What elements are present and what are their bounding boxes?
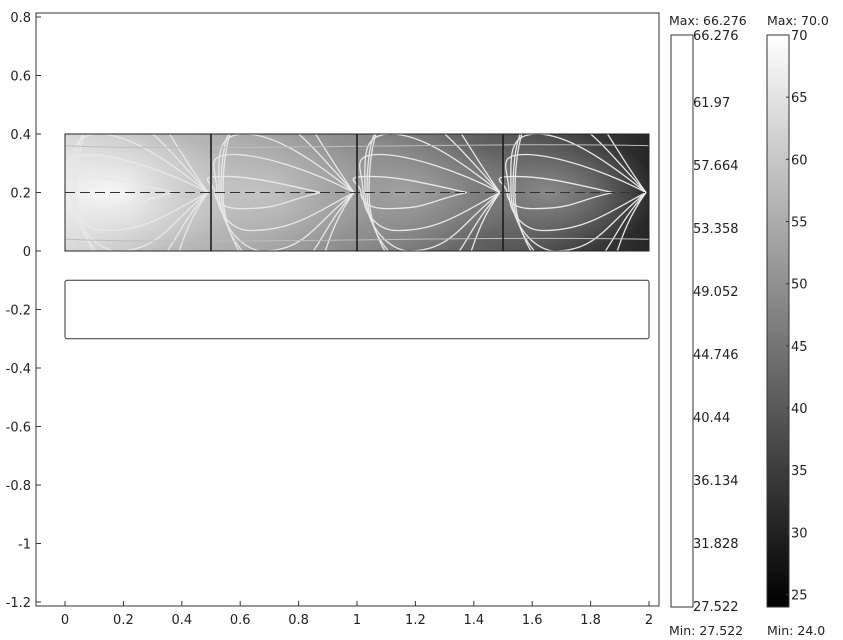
surface-colorbar: Max: 66.276 66.276 61.97 57.664 53.358 49.05…	[669, 13, 747, 638]
contour-line	[76, 134, 209, 251]
surface-colorbar-tick-label: 53.358	[693, 222, 739, 237]
x-tick-label: 1.4	[463, 613, 484, 628]
x-tick-label: 1	[353, 613, 361, 628]
y-tick-label: -1.2	[6, 596, 31, 611]
x-tick-label: 1.2	[405, 613, 426, 628]
surface-hot-spot	[437, 134, 649, 251]
contour-colorbar-tick-label: 35	[791, 464, 808, 479]
y-tick-label: 0	[23, 245, 31, 260]
contour-colorbar-tick-label: 25	[791, 589, 808, 604]
contour-colorbar-tick-label: 55	[791, 216, 808, 231]
contour-colorbar-max-label: Max: 70.0	[767, 13, 829, 28]
surface-colorbar-tick-label: 36.134	[693, 474, 739, 489]
contour-line	[65, 237, 649, 242]
x-tick-label: 0.2	[113, 613, 134, 628]
x-axis: 0 0.2 0.4 0.6 0.8 1 1.2 1.4 1.6 1.8 2	[61, 601, 653, 628]
y-tick-label: 0.8	[10, 11, 31, 26]
surface-colorbar-bar	[670, 34, 694, 608]
contour-colorbar-tick-label: 65	[791, 91, 808, 106]
contour-line	[512, 134, 647, 251]
domain-boundaries	[64, 133, 650, 340]
contour-line	[352, 175, 467, 210]
x-tick-label: 0.4	[171, 613, 192, 628]
surface-colorbar-tick-label: 57.664	[693, 159, 739, 174]
y-tick-label: -0.8	[6, 479, 31, 494]
contour-colorbar-tick-label: 45	[791, 340, 808, 355]
contour-colorbar-tick-label: 70	[791, 29, 808, 44]
contour-colorbar-tick-label: 50	[791, 278, 808, 293]
y-tick-label: -0.6	[6, 421, 31, 436]
contour-line	[65, 144, 649, 149]
surface-colorbar-max-label: Max: 66.276	[669, 13, 747, 28]
contour-colorbar-min-label: Min: 24.0	[767, 623, 825, 638]
surface-colorbar-tick-label: 44.746	[693, 348, 739, 363]
contour-colorbar-tick-label: 30	[791, 526, 808, 541]
surface-colorbar-tick-label: 66.276	[693, 29, 739, 44]
x-tick-label: 0.6	[230, 613, 251, 628]
x-tick-label: 0	[61, 613, 69, 628]
surface-colorbar-tick-label: 31.828	[693, 537, 739, 552]
contour-line	[510, 134, 647, 251]
surface-colorbar-tick-label: 49.052	[693, 285, 739, 300]
y-axis: 0.8 0.6 0.4 0.2 0 -0.2 -0.4 -0.6 -0.8 -1 -1.2	[6, 11, 41, 611]
surface-colorbar-tick-label: 61.97	[693, 96, 730, 111]
contour-colorbar-tick-label: 60	[791, 153, 808, 168]
surface-colorbar-tick-label: 27.522	[693, 600, 739, 615]
contour-colorbar: Max: 70.0 70 65 60 55 50 45 40 35 30 25 Min: 24.0	[766, 13, 829, 638]
surface-colorbar-tick-label: 40.44	[693, 411, 730, 426]
y-tick-label: -0.4	[6, 362, 31, 377]
y-tick-label: -0.2	[6, 304, 31, 319]
x-tick-label: 1.8	[580, 613, 601, 628]
contour-colorbar-tick-label: 40	[791, 402, 808, 417]
x-tick-label: 2	[645, 613, 653, 628]
contour-line	[359, 153, 501, 232]
surface-colorbar-min-label: Min: 27.522	[669, 623, 743, 638]
empty-domain	[64, 279, 650, 340]
contour-colorbar-bar	[766, 34, 790, 608]
x-tick-label: 1.6	[522, 613, 543, 628]
y-tick-label: 0.2	[10, 187, 31, 202]
y-tick-label: 0.4	[10, 128, 31, 143]
y-tick-label: 0.6	[10, 70, 31, 85]
x-tick-label: 0.8	[288, 613, 309, 628]
y-tick-label: -1	[18, 538, 31, 553]
